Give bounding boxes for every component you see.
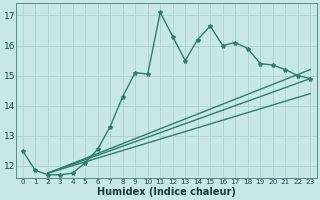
X-axis label: Humidex (Indice chaleur): Humidex (Indice chaleur) xyxy=(97,187,236,197)
